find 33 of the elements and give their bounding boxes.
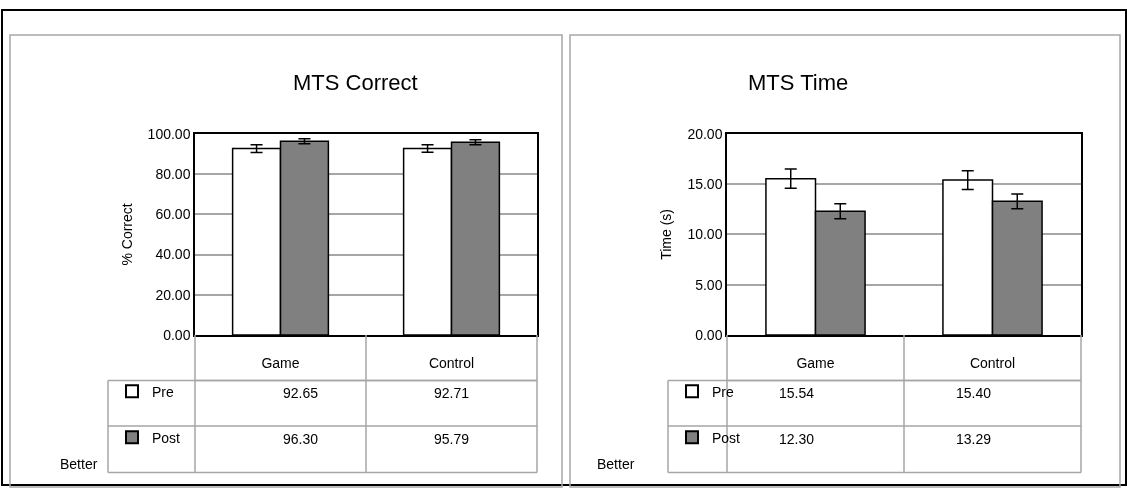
legend-label: Pre	[152, 383, 174, 400]
chart-title: MTS Correct	[293, 70, 418, 95]
x-tick-label: Game	[261, 354, 300, 371]
y-tick-label: 20.00	[155, 286, 191, 303]
y-tick-label: 80.00	[155, 165, 191, 182]
data-label: 15.54	[779, 385, 815, 401]
data-label: 95.79	[434, 431, 470, 447]
x-tick-label: Control	[428, 354, 475, 371]
data-label: 96.30	[283, 431, 319, 447]
data-label: 15.40	[956, 385, 992, 401]
data-label: 92.71	[434, 385, 470, 401]
y-tick-label: 0.00	[163, 326, 191, 343]
y-tick-label: 15.00	[687, 176, 723, 193]
data-label: 13.29	[956, 431, 992, 447]
y-tick-label: 60.00	[155, 206, 191, 223]
y-tick-label: 100.00	[147, 125, 191, 142]
y-tick-label: 10.00	[687, 226, 723, 243]
x-tick-label: Game	[796, 354, 835, 371]
data-label: 12.30	[779, 431, 815, 447]
legend-label: Post	[712, 429, 741, 446]
y-tick-label: 20.00	[687, 125, 723, 142]
y-tick-label: 0.00	[695, 326, 723, 343]
x-tick-label: Control	[969, 354, 1016, 371]
y-axis-title: % Correct	[118, 203, 135, 266]
text: Better	[60, 456, 98, 472]
text: Better	[597, 456, 635, 472]
y-axis-title: Time (s)	[658, 209, 675, 260]
legend-label: Pre	[712, 383, 734, 400]
data-label: 92.65	[283, 385, 319, 401]
chart-title: MTS Time	[748, 70, 849, 95]
y-tick-label: 40.00	[155, 246, 191, 263]
legend-label: Post	[152, 429, 181, 446]
y-tick-label: 5.00	[695, 276, 723, 293]
